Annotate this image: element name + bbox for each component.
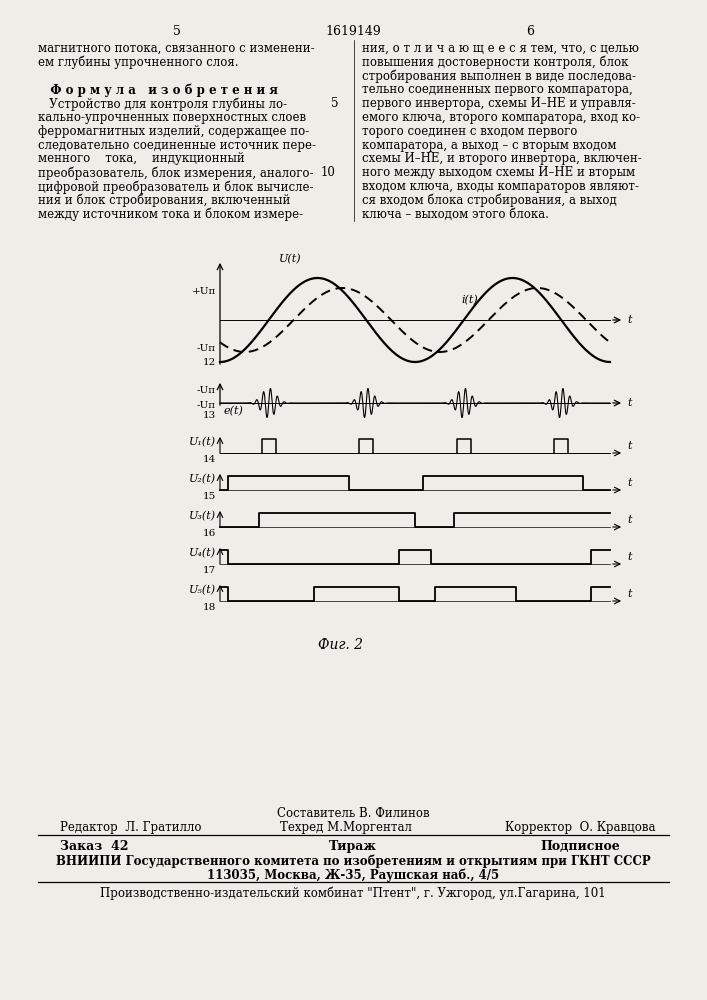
Text: 5: 5 (173, 25, 181, 38)
Text: 1619149: 1619149 (325, 25, 381, 38)
Text: Техред М.Моргентал: Техред М.Моргентал (280, 821, 412, 834)
Text: 18: 18 (203, 603, 216, 612)
Text: тельно соединенных первого компаратора,: тельно соединенных первого компаратора, (362, 83, 633, 96)
Text: ВНИИПИ Государственного комитета по изобретениям и открытиям при ГКНТ СССР: ВНИИПИ Государственного комитета по изоб… (56, 855, 650, 868)
Text: t: t (627, 515, 631, 525)
Text: Устройство для контроля глубины ло-: Устройство для контроля глубины ло- (38, 97, 287, 111)
Text: ного между выходом схемы И–НЕ и вторым: ного между выходом схемы И–НЕ и вторым (362, 166, 635, 179)
Text: U₂(t): U₂(t) (189, 474, 216, 484)
Text: компаратора, а выход – с вторым входом: компаратора, а выход – с вторым входом (362, 139, 617, 152)
Text: -Uп: -Uп (197, 344, 216, 353)
Text: 10: 10 (321, 166, 336, 179)
Text: U(t): U(t) (279, 254, 301, 264)
Text: 12: 12 (203, 358, 216, 367)
Text: магнитного потока, связанного с изменени-: магнитного потока, связанного с изменени… (38, 42, 315, 55)
Text: преобразователь, блок измерения, аналого-: преобразователь, блок измерения, аналого… (38, 166, 313, 180)
Text: -Uп: -Uп (197, 401, 216, 410)
Text: схемы И–НЕ, и второго инвертора, включен-: схемы И–НЕ, и второго инвертора, включен… (362, 152, 642, 165)
Text: ния, о т л и ч а ю щ е е с я тем, что, с целью: ния, о т л и ч а ю щ е е с я тем, что, с… (362, 42, 639, 55)
Text: Производственно-издательский комбинат "Птент", г. Ужгород, ул.Гагарина, 101: Производственно-издательский комбинат "П… (100, 887, 606, 900)
Text: первого инвертора, схемы И–НЕ и управля-: первого инвертора, схемы И–НЕ и управля- (362, 97, 636, 110)
Text: 17: 17 (203, 566, 216, 575)
Text: U₃(t): U₃(t) (189, 511, 216, 521)
Text: цифровой преобразователь и блок вычисле-: цифровой преобразователь и блок вычисле- (38, 180, 313, 194)
Text: стробирования выполнен в виде последова-: стробирования выполнен в виде последова- (362, 70, 636, 83)
Text: торого соединен с входом первого: торого соединен с входом первого (362, 125, 578, 138)
Text: Тираж: Тираж (329, 840, 377, 853)
Text: ся входом блока стробирования, а выход: ся входом блока стробирования, а выход (362, 194, 617, 207)
Text: Фиг. 2: Фиг. 2 (317, 638, 363, 652)
Text: -Uп: -Uп (197, 386, 216, 395)
Text: t: t (627, 478, 631, 488)
Text: U₅(t): U₅(t) (189, 585, 216, 595)
Text: Ф о р м у л а   и з о б р е т е н и я: Ф о р м у л а и з о б р е т е н и я (38, 83, 278, 97)
Text: 5: 5 (330, 97, 338, 110)
Text: t: t (627, 441, 631, 451)
Text: 15: 15 (203, 492, 216, 501)
Text: входом ключа, входы компараторов являют-: входом ключа, входы компараторов являют- (362, 180, 639, 193)
Text: кально-упрочненных поверхностных слоев: кально-упрочненных поверхностных слоев (38, 111, 306, 124)
Text: емого ключа, второго компаратора, вход ко-: емого ключа, второго компаратора, вход к… (362, 111, 640, 124)
Text: 14: 14 (203, 455, 216, 464)
Text: Заказ  42: Заказ 42 (60, 840, 129, 853)
Text: ключа – выходом этого блока.: ключа – выходом этого блока. (362, 208, 549, 221)
Text: i(t): i(t) (462, 295, 479, 305)
Text: между источником тока и блоком измере-: между источником тока и блоком измере- (38, 208, 303, 221)
Text: ем глубины упрочненного слоя.: ем глубины упрочненного слоя. (38, 56, 238, 69)
Text: 113035, Москва, Ж-35, Раушская наб., 4/5: 113035, Москва, Ж-35, Раушская наб., 4/5 (207, 868, 499, 882)
Text: t: t (627, 589, 631, 599)
Text: +Uп: +Uп (192, 287, 216, 296)
Text: Составитель В. Филинов: Составитель В. Филинов (276, 807, 429, 820)
Text: U₁(t): U₁(t) (189, 437, 216, 447)
Text: Подписное: Подписное (540, 840, 620, 853)
Text: U₄(t): U₄(t) (189, 548, 216, 558)
Text: 16: 16 (203, 529, 216, 538)
Text: ферромагнитных изделий, содержащее по-: ферромагнитных изделий, содержащее по- (38, 125, 309, 138)
Text: Редактор  Л. Гратилло: Редактор Л. Гратилло (60, 821, 201, 834)
Text: t: t (627, 398, 631, 408)
Text: следовательно соединенные источник пере-: следовательно соединенные источник пере- (38, 139, 316, 152)
Text: t: t (627, 315, 631, 325)
Text: 13: 13 (203, 411, 216, 420)
Text: менного    тока,    индукционный: менного тока, индукционный (38, 152, 245, 165)
Text: ния и блок стробирования, включенный: ния и блок стробирования, включенный (38, 194, 291, 207)
Text: повышения достоверности контроля, блок: повышения достоверности контроля, блок (362, 56, 629, 69)
Text: Корректор  О. Кравцова: Корректор О. Кравцова (505, 821, 655, 834)
Text: e(t): e(t) (224, 406, 244, 416)
Text: t: t (627, 552, 631, 562)
Text: 6: 6 (526, 25, 534, 38)
